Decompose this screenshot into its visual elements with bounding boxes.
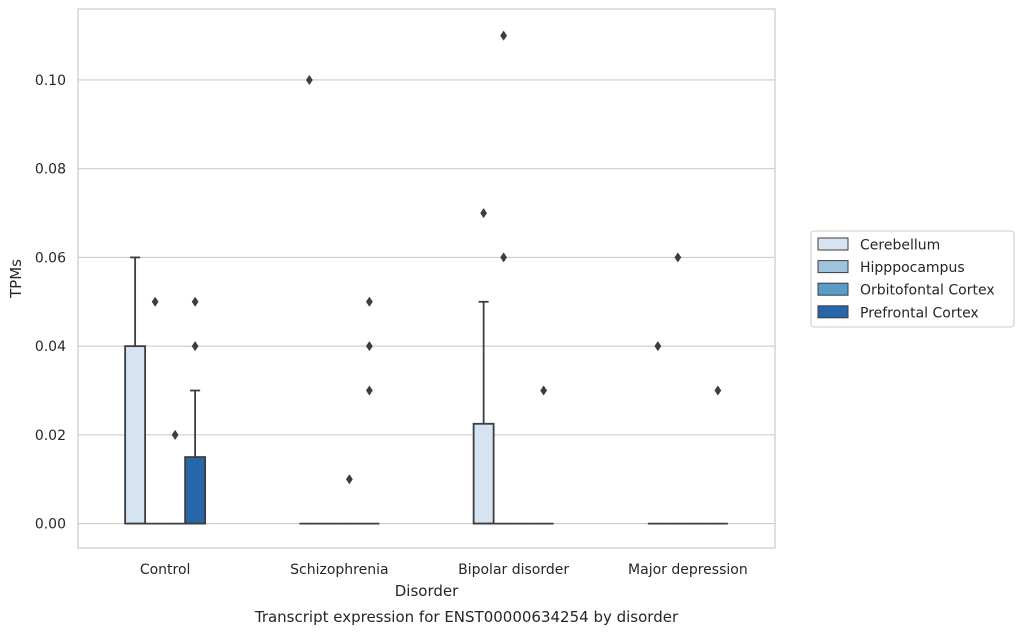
x-tick-label: Schizophrenia: [290, 562, 388, 578]
legend-frame: [810, 230, 1015, 328]
outlier-point: [171, 429, 179, 440]
legend: Cerebellum Hipppocampus Orbitofontal Corte…: [810, 230, 1015, 328]
x-tick-label: Control: [140, 562, 191, 578]
y-tick-label: 0.02: [35, 428, 66, 444]
outlier-point: [191, 296, 199, 307]
outlier-point: [365, 385, 373, 396]
legend-label: Orbitofontal Cortex: [860, 283, 995, 299]
legend-swatch: [817, 305, 849, 319]
chart-caption: Transcript expression for ENST0000063425…: [254, 608, 679, 626]
legend-label: Hipppocampus: [860, 260, 965, 276]
outlier-point: [365, 296, 373, 307]
outlier-point: [714, 385, 722, 396]
outlier-point: [345, 474, 353, 485]
y-axis-title: TPMs: [7, 259, 25, 299]
outlier-point: [500, 30, 508, 41]
outlier-point: [674, 252, 682, 263]
y-tick-label: 0.06: [35, 250, 66, 266]
box-cerebellum: [124, 345, 147, 525]
outlier-point: [191, 341, 199, 352]
outlier-point: [480, 208, 488, 219]
tick-layer: 0.00 0.02 0.04 0.06 0.08 0.10 Control Schizophr…: [35, 73, 748, 578]
outlier-point: [500, 252, 508, 263]
legend-swatch: [817, 237, 849, 251]
plot-frame: [77, 8, 776, 549]
y-tick-label: 0.08: [35, 162, 66, 178]
y-tick-label: 0.10: [35, 73, 66, 89]
outlier-point: [540, 385, 548, 396]
x-tick-label: Bipolar disorder: [458, 562, 569, 578]
legend-swatch: [817, 282, 849, 296]
x-axis-title: Disorder: [395, 582, 459, 600]
x-tick-label: Major depression: [628, 562, 748, 578]
outlier-point: [365, 341, 373, 352]
legend-label: Cerebellum: [860, 238, 940, 254]
outlier-point: [151, 296, 159, 307]
outlier-point: [305, 74, 313, 85]
box-layer: [124, 30, 728, 525]
legend-swatch: [817, 260, 849, 274]
box-cerebellum: [472, 422, 495, 525]
box-prefrontal-cortex: [184, 456, 207, 525]
y-tick-label: 0.00: [35, 517, 66, 533]
legend-label: Prefrontal Cortex: [860, 305, 979, 321]
outlier-point: [654, 341, 662, 352]
y-tick-label: 0.04: [35, 339, 66, 355]
